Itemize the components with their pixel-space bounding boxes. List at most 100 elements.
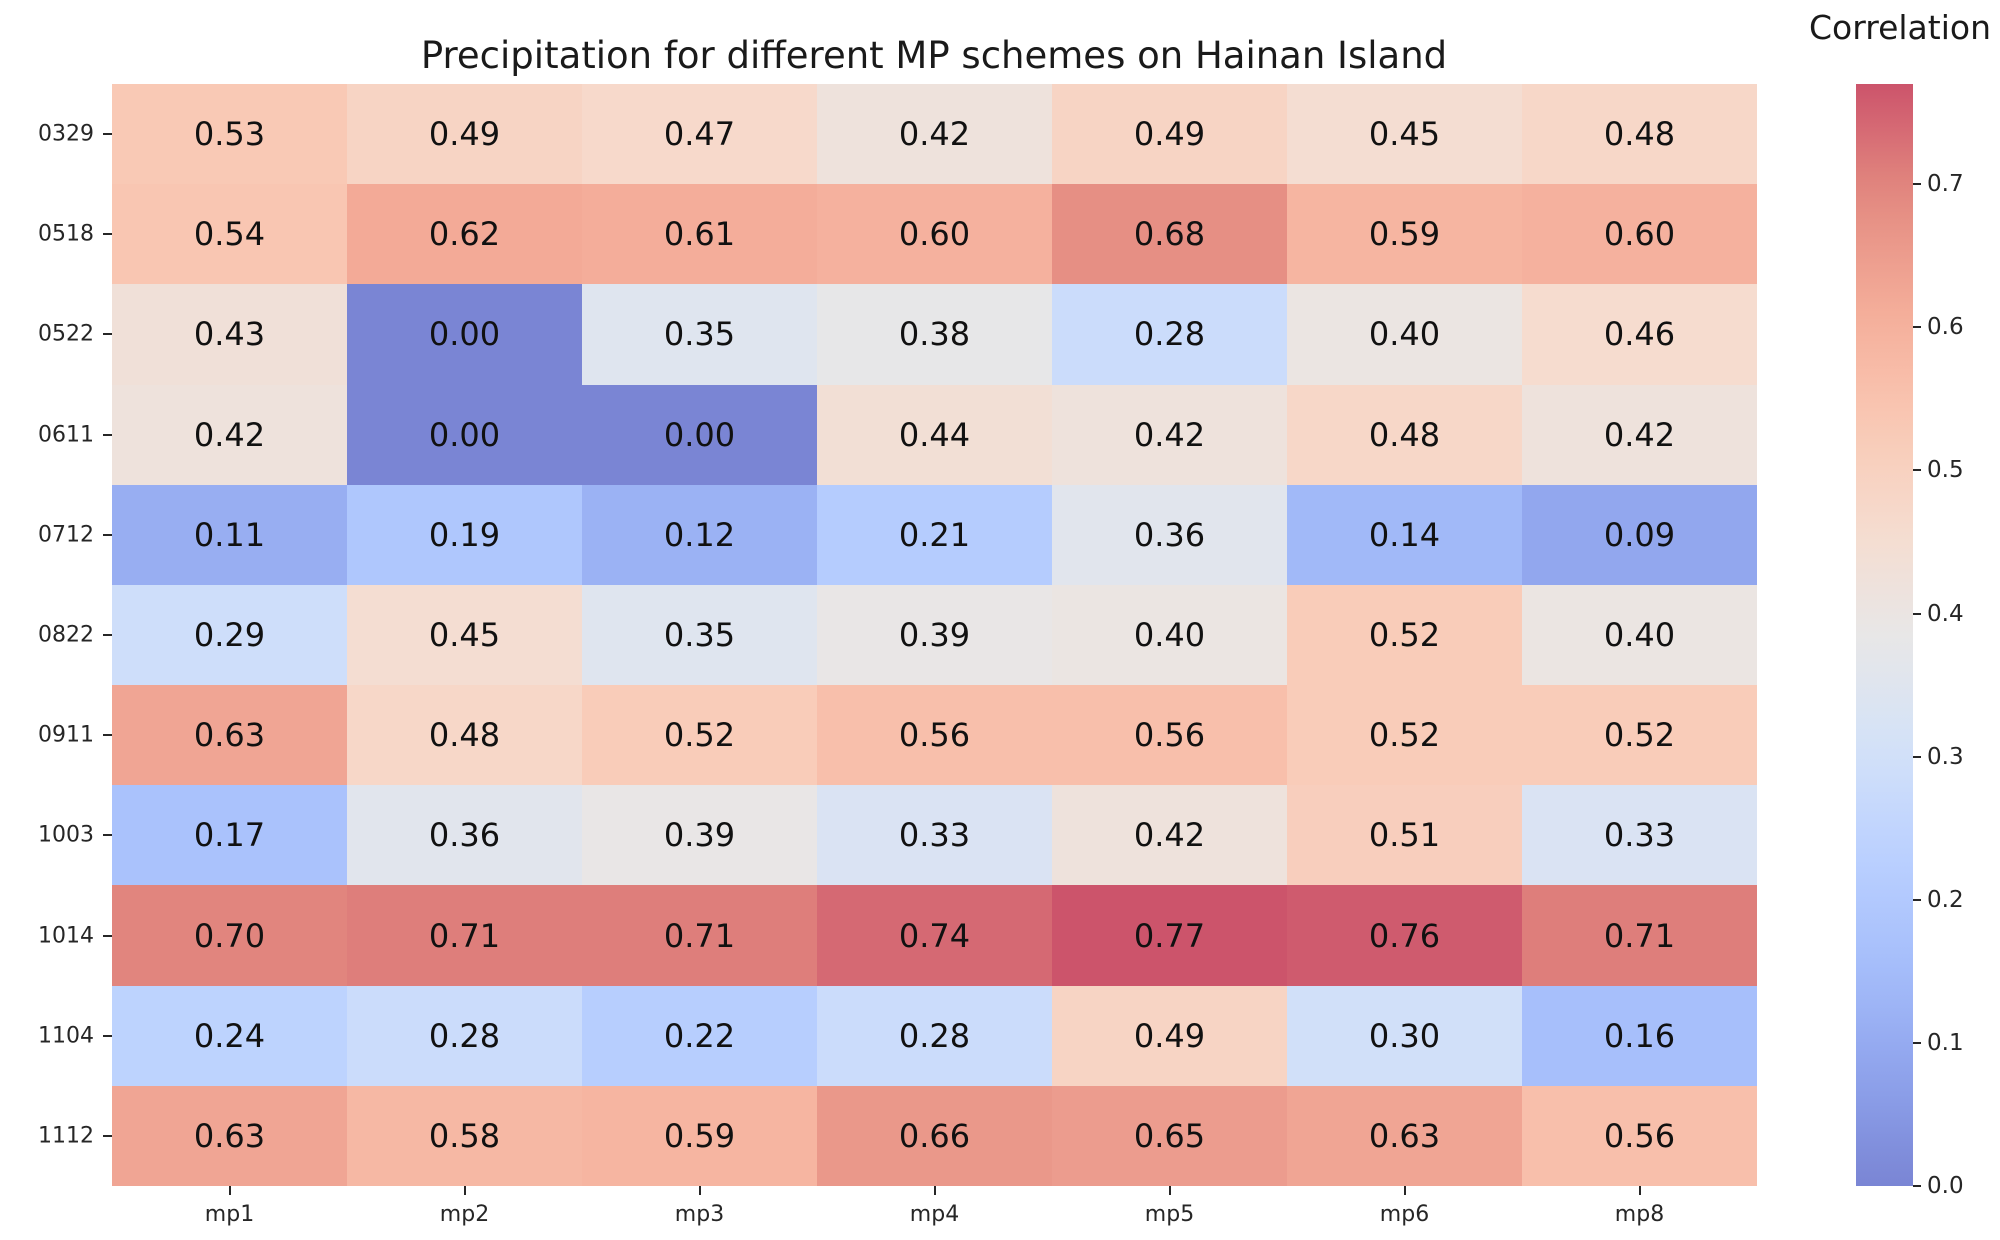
colorbar-label: Correlation <box>1809 8 1991 47</box>
heatmap-cell: 0.70 <box>112 885 347 986</box>
colorbar: 0.0 0.1 0.2 0.3 0.4 0.5 0.6 0.7 <box>1856 84 1964 1199</box>
y-tick-mark <box>103 333 112 336</box>
heatmap-cell: 0.36 <box>1052 484 1287 585</box>
heatmap-cell: 0.39 <box>582 785 817 886</box>
heatmap-cell: 0.36 <box>347 785 582 886</box>
heatmap-cell: 0.16 <box>1522 985 1757 1086</box>
heatmap-cell: 0.33 <box>1522 785 1757 886</box>
heatmap-cell: 0.59 <box>1287 184 1522 285</box>
heatmap-cell: 0.28 <box>817 985 1052 1086</box>
heatmap-cell: 0.52 <box>1287 685 1522 786</box>
heatmap-cell: 0.54 <box>112 184 347 285</box>
heatmap-cell: 0.40 <box>1287 284 1522 385</box>
colorbar-tick-label: 0.2 <box>1927 886 1964 913</box>
x-tick-mark <box>698 1186 701 1195</box>
x-tick-mark <box>1403 1186 1406 1195</box>
colorbar-tick-mark <box>1913 612 1921 615</box>
y-tick-label: 1112 <box>38 1123 94 1149</box>
heatmap-cell: 0.60 <box>1522 184 1757 285</box>
y-tick-mark <box>103 934 112 937</box>
heatmap-cell: 0.29 <box>112 584 347 686</box>
y-tick-mark <box>103 634 112 636</box>
heatmap-cell: 0.42 <box>1052 785 1287 886</box>
heatmap-cell: 0.58 <box>347 1085 582 1186</box>
heatmap-cell: 0.63 <box>112 685 347 786</box>
x-tick-mark <box>463 1186 466 1195</box>
heatmap-cell: 0.48 <box>1522 84 1757 185</box>
heatmap-cell: 0.12 <box>582 484 817 585</box>
heatmap-cell: 0.09 <box>1522 484 1757 585</box>
x-tick-mark <box>1638 1186 1641 1195</box>
heatmap-cell: 0.46 <box>1522 284 1757 385</box>
colorbar-tick-mark <box>1913 898 1921 901</box>
heatmap-cell: 0.17 <box>112 785 347 886</box>
heatmap-cell: 0.63 <box>112 1085 347 1186</box>
heatmap-cell: 0.59 <box>582 1085 817 1186</box>
heatmap-cell: 0.44 <box>817 384 1052 485</box>
heatmap-cell: 0.65 <box>1052 1085 1287 1186</box>
colorbar-gradient <box>1856 84 1913 1186</box>
colorbar-tick-label: 0.6 <box>1927 314 1964 341</box>
x-tick-mark <box>1168 1186 1171 1195</box>
heatmap-cell: 0.00 <box>347 284 582 385</box>
heatmap-cell: 0.28 <box>1052 284 1287 385</box>
heatmap-cell: 0.56 <box>1522 1085 1757 1186</box>
heatmap-cell: 0.39 <box>817 584 1052 686</box>
x-tick-mark <box>228 1186 231 1195</box>
colorbar-tick-mark <box>1913 755 1921 758</box>
heatmap-cell: 0.00 <box>582 384 817 485</box>
heatmap-cell: 0.40 <box>1522 584 1757 686</box>
heatmap-cell: 0.56 <box>817 685 1052 786</box>
x-tick-label: mp2 <box>439 1202 490 1227</box>
colorbar-tick-mark <box>1913 326 1921 329</box>
heatmap-cell: 0.49 <box>347 84 582 185</box>
y-tick-mark <box>103 233 112 236</box>
heatmap-cell: 0.42 <box>112 384 347 485</box>
colorbar-tick-label: 0.7 <box>1927 171 1964 198</box>
heatmap-cell: 0.42 <box>817 84 1052 185</box>
y-tick-mark <box>103 533 112 536</box>
colorbar-tick-mark <box>1913 469 1921 472</box>
heatmap-cell: 0.62 <box>347 184 582 285</box>
heatmap-cell: 0.71 <box>582 885 817 986</box>
y-tick-label: 0822 <box>38 622 94 648</box>
heatmap-cell: 0.71 <box>347 885 582 986</box>
x-tick-label: mp1 <box>204 1202 255 1227</box>
x-tick-mark <box>933 1186 936 1195</box>
heatmap-cell: 0.71 <box>1522 885 1757 986</box>
y-tick-mark <box>103 133 112 136</box>
heatmap-cell: 0.42 <box>1052 384 1287 485</box>
heatmap-cell: 0.19 <box>347 484 582 585</box>
y-tick-label: 1014 <box>38 923 94 949</box>
heatmap-cell: 0.53 <box>112 84 347 185</box>
colorbar-tick-mark <box>1913 183 1921 186</box>
heatmap-cell: 0.21 <box>817 484 1052 585</box>
heatmap-cell: 0.30 <box>1287 985 1522 1086</box>
heatmap-cell: 0.51 <box>1287 785 1522 886</box>
heatmap-cell: 0.14 <box>1287 484 1522 585</box>
heatmap-cell: 0.33 <box>817 785 1052 886</box>
heatmap-cell: 0.24 <box>112 985 347 1086</box>
heatmap-cell: 0.38 <box>817 284 1052 385</box>
y-tick-label: 0329 <box>38 121 94 147</box>
x-tick-label: mp4 <box>909 1202 960 1227</box>
heatmap-cell: 0.76 <box>1287 885 1522 986</box>
heatmap-cell: 0.40 <box>1052 584 1287 686</box>
y-tick-label: 0712 <box>38 522 94 548</box>
y-tick-mark <box>103 1134 112 1137</box>
colorbar-tick-mark <box>1913 1041 1921 1044</box>
colorbar-tick-mark <box>1913 1185 1921 1187</box>
x-tick-label: mp5 <box>1144 1202 1195 1227</box>
y-tick-label: 0911 <box>38 722 94 748</box>
heatmap-cell: 0.49 <box>1052 985 1287 1086</box>
heatmap-cell: 0.11 <box>112 484 347 585</box>
heatmap-cell: 0.45 <box>347 584 582 686</box>
x-tick-label: mp8 <box>1614 1202 1665 1227</box>
heatmap-cell: 0.66 <box>817 1085 1052 1186</box>
colorbar-tick-label: 0.3 <box>1927 743 1964 770</box>
heatmap-cell: 0.47 <box>582 84 817 185</box>
heatmap-cell: 0.77 <box>1052 885 1287 986</box>
y-tick-label: 1104 <box>38 1023 94 1049</box>
heatmap-cell: 0.52 <box>1287 584 1522 686</box>
